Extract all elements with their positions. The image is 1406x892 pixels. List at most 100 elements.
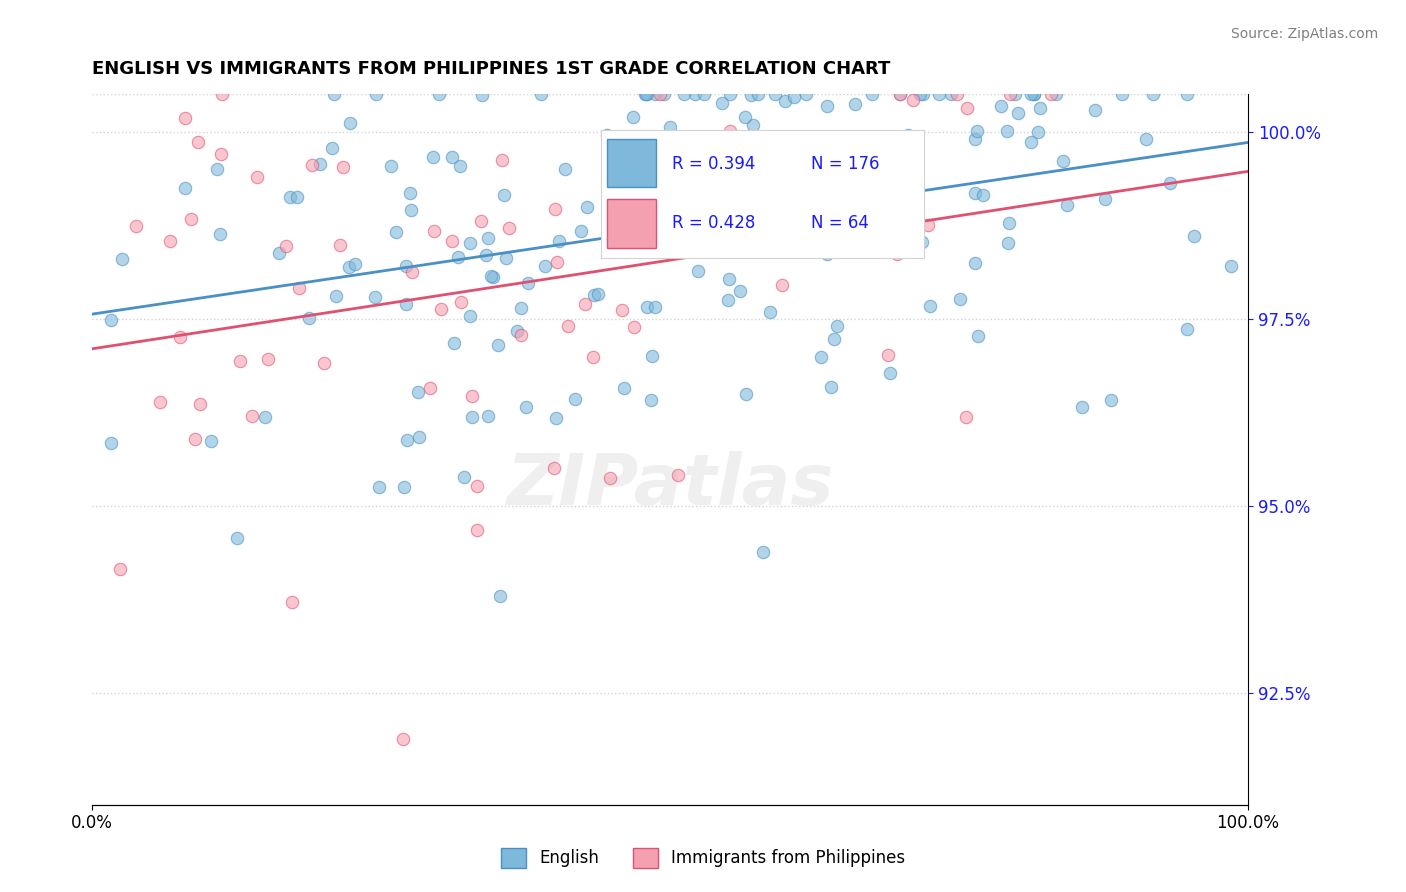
Point [309, 156, 332, 170]
Point [763, 87, 786, 102]
Point [229, 353, 252, 368]
Point [169, 330, 191, 344]
Point [1045, 87, 1067, 102]
Point [747, 87, 769, 102]
Point [509, 301, 531, 316]
Point [955, 409, 977, 424]
Point [534, 259, 557, 273]
Point [817, 98, 839, 112]
Point [447, 250, 470, 264]
Point [209, 146, 232, 161]
Point [612, 303, 634, 318]
Text: ENGLISH VS IMMIGRANTS FROM PHILIPPINES 1ST GRADE CORRELATION CHART: ENGLISH VS IMMIGRANTS FROM PHILIPPINES 1… [93, 60, 890, 78]
Point [1175, 322, 1198, 336]
Point [997, 235, 1019, 250]
Point [174, 181, 197, 195]
Point [588, 286, 610, 301]
Point [1159, 176, 1181, 190]
Point [1007, 105, 1029, 120]
Point [718, 87, 741, 102]
Point [443, 336, 465, 351]
Point [461, 389, 484, 403]
Point [879, 367, 901, 381]
Point [683, 87, 706, 102]
Point [226, 532, 249, 546]
Point [548, 234, 571, 248]
Point [607, 189, 630, 203]
Point [399, 203, 422, 218]
Point [491, 153, 513, 168]
Point [1175, 87, 1198, 102]
Point [332, 161, 354, 175]
Point [1219, 259, 1241, 273]
Point [693, 87, 716, 102]
Point [111, 252, 134, 267]
Point [679, 134, 702, 148]
Point [482, 270, 505, 285]
Point [1084, 103, 1107, 117]
Point [325, 289, 347, 303]
Point [392, 731, 415, 746]
Point [395, 433, 418, 447]
Point [634, 87, 657, 102]
Point [858, 231, 880, 245]
Point [1070, 400, 1092, 414]
Point [1004, 87, 1026, 102]
Point [408, 430, 430, 444]
Point [834, 216, 856, 230]
Point [886, 247, 908, 261]
Point [823, 332, 845, 346]
Point [897, 227, 920, 242]
Point [773, 95, 796, 109]
Point [477, 409, 499, 423]
Point [211, 87, 233, 102]
Point [1052, 154, 1074, 169]
Point [159, 235, 181, 249]
Point [479, 268, 502, 283]
Point [246, 170, 269, 185]
Point [636, 87, 658, 102]
Point [209, 227, 232, 241]
Point [901, 93, 924, 107]
Point [941, 87, 963, 102]
Point [794, 87, 817, 102]
Point [314, 356, 336, 370]
Point [835, 197, 858, 211]
Point [695, 197, 717, 211]
Point [648, 87, 671, 102]
Point [401, 265, 423, 279]
Point [100, 312, 122, 326]
Point [440, 234, 463, 248]
Point [779, 186, 801, 201]
Point [707, 223, 730, 237]
Point [582, 351, 605, 365]
Point [301, 158, 323, 172]
Point [734, 110, 756, 124]
Point [717, 272, 740, 286]
Point [471, 87, 494, 102]
Point [672, 87, 695, 102]
Point [815, 246, 838, 260]
Point [184, 432, 207, 446]
Point [422, 224, 444, 238]
Point [644, 87, 666, 102]
Point [1099, 393, 1122, 408]
Point [599, 471, 621, 485]
Point [949, 292, 972, 306]
Point [965, 132, 987, 146]
Point [399, 186, 422, 201]
Point [814, 227, 837, 241]
Point [321, 141, 343, 155]
Point [557, 318, 579, 333]
Point [453, 469, 475, 483]
Point [990, 99, 1012, 113]
Point [740, 243, 762, 257]
Point [257, 351, 280, 366]
Point [458, 309, 481, 323]
Point [564, 392, 586, 407]
Point [395, 297, 418, 311]
Point [652, 87, 675, 102]
Point [644, 300, 666, 314]
Point [998, 87, 1021, 102]
Point [783, 90, 806, 104]
